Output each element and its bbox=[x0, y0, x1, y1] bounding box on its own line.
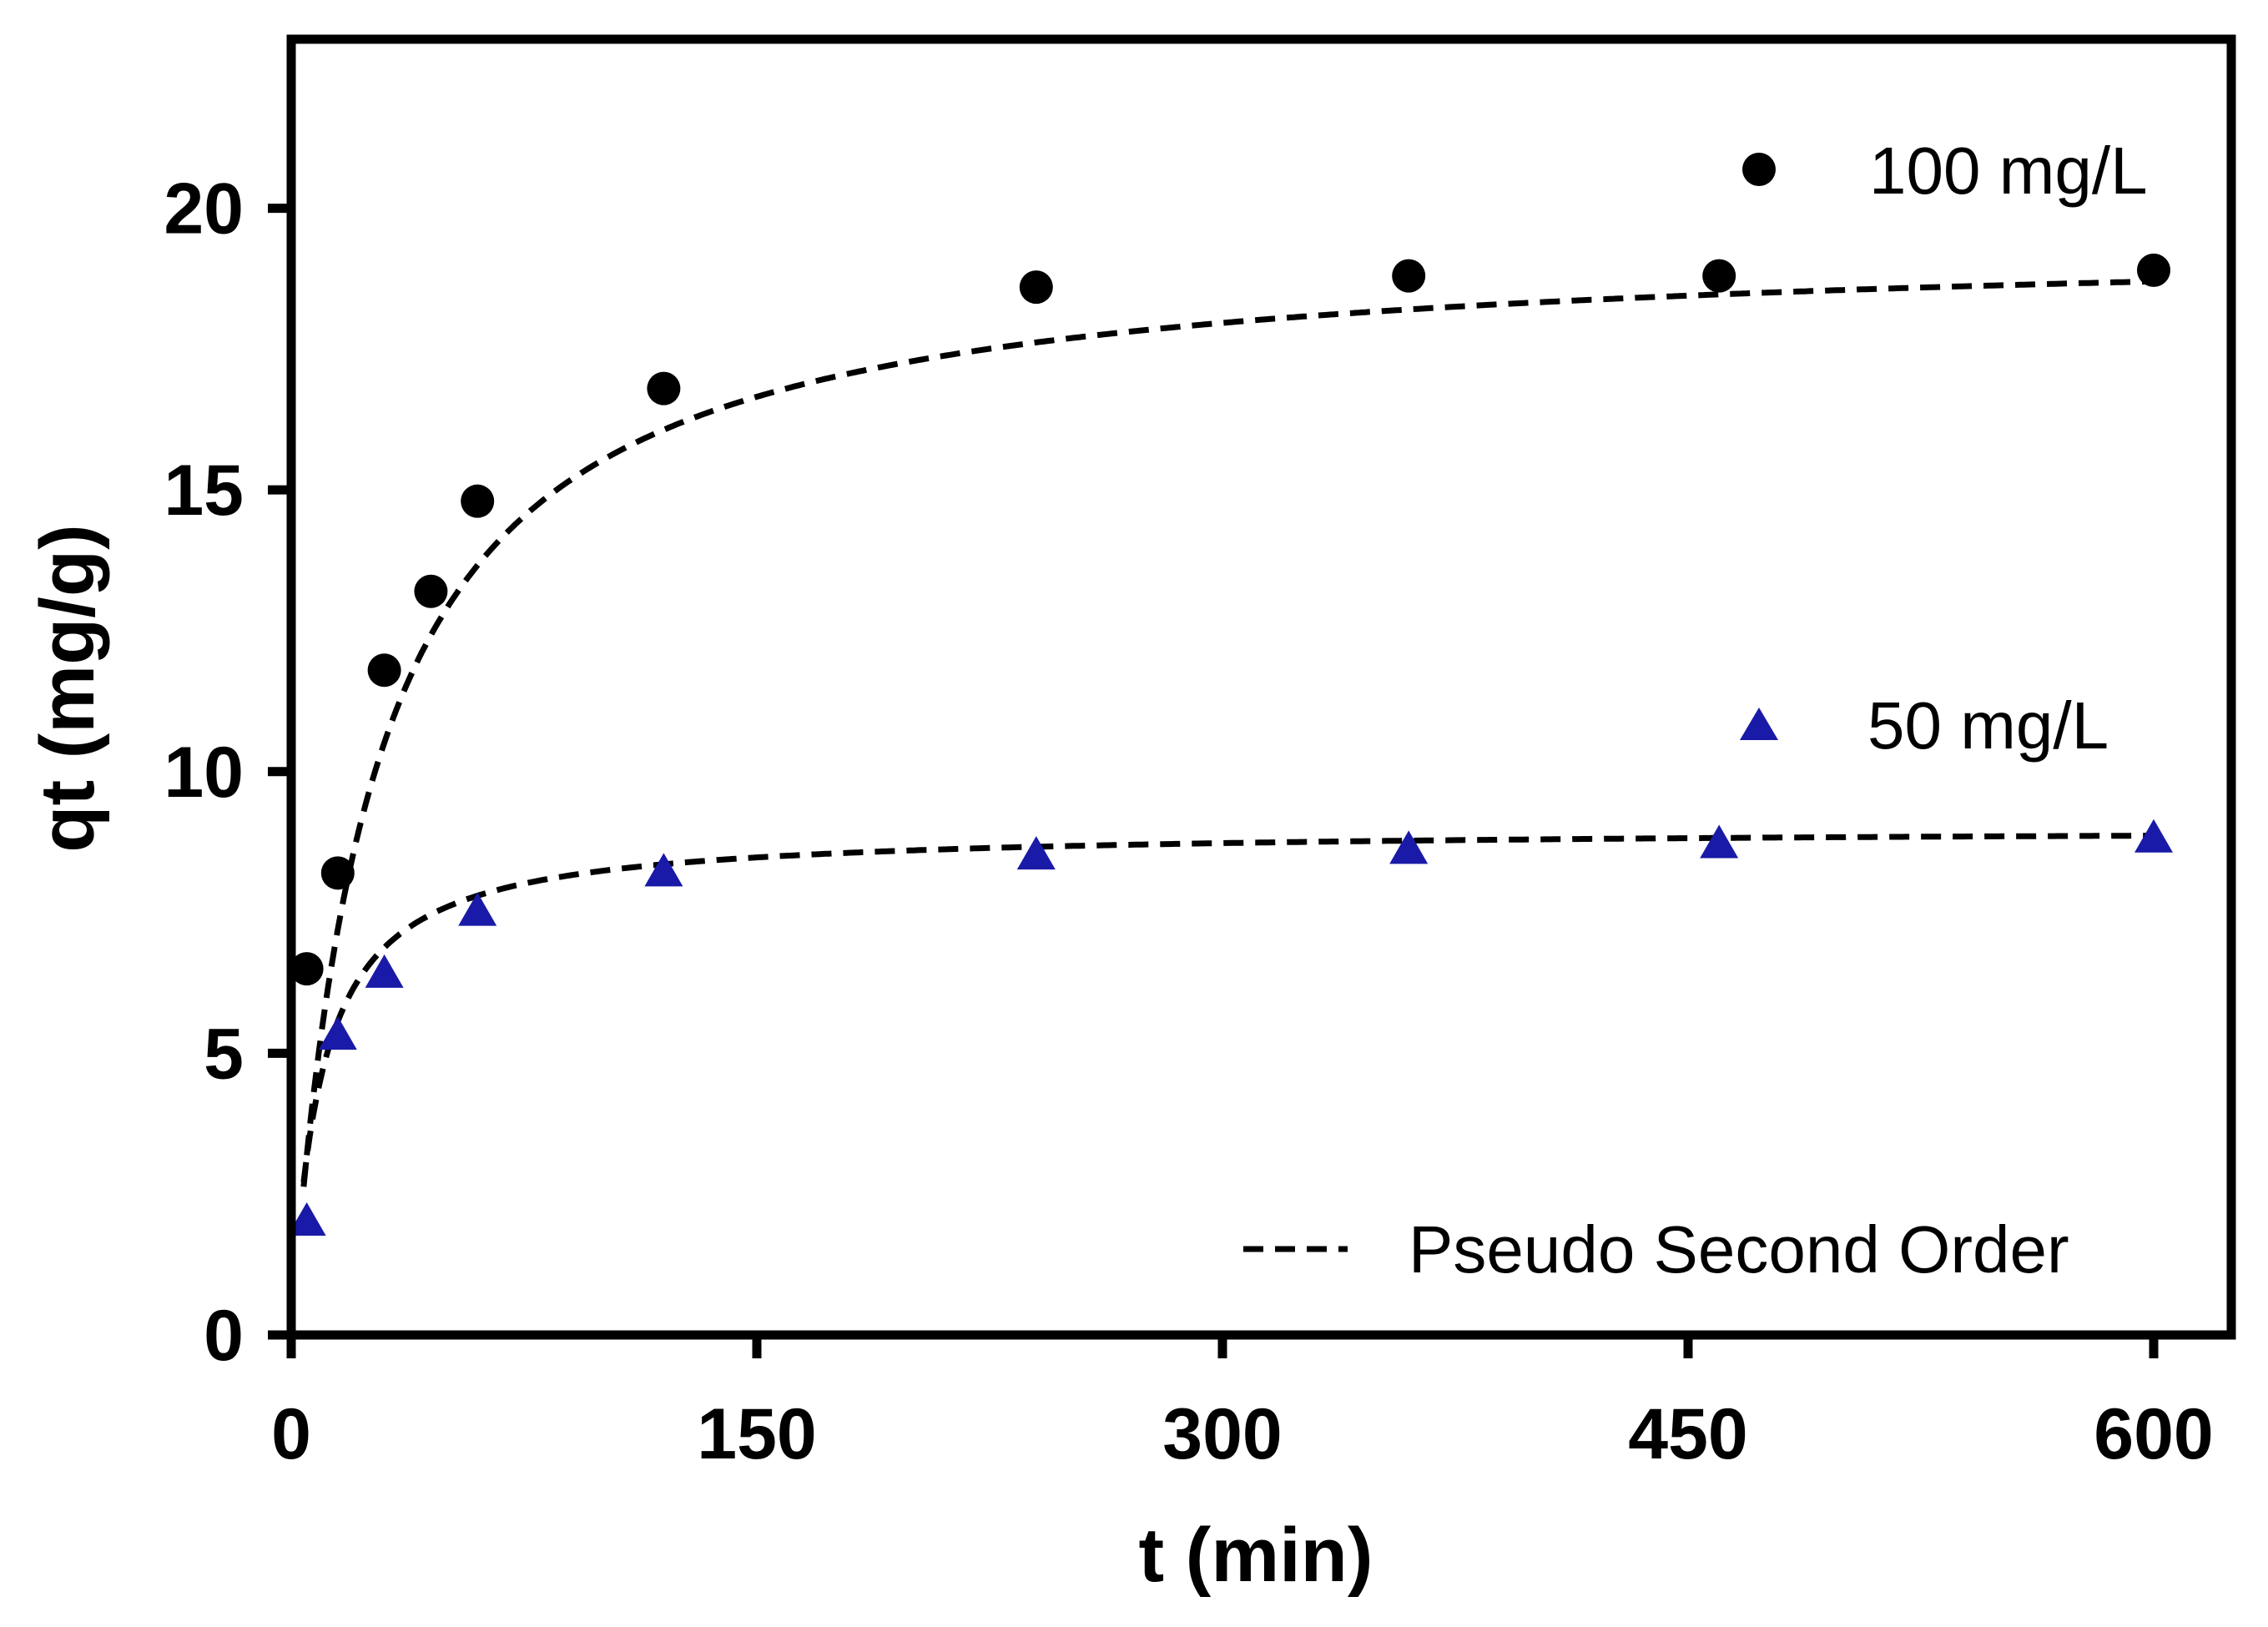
point-50mgL-15 bbox=[318, 1016, 357, 1050]
legend-label-fit: Pseudo Second Order bbox=[1409, 1212, 2069, 1287]
point-100mgL-5 bbox=[290, 952, 324, 986]
point-100mgL-120 bbox=[647, 371, 681, 405]
x-tick-label-600: 600 bbox=[2094, 1394, 2214, 1474]
x-tick-label-150: 150 bbox=[697, 1394, 817, 1474]
point-50mgL-360 bbox=[1389, 830, 1429, 864]
point-50mgL-240 bbox=[1016, 836, 1056, 870]
x-axis-title: t (min) bbox=[1138, 1513, 1373, 1598]
point-100mgL-60 bbox=[461, 484, 495, 518]
y-axis-title: qt (mg/g) bbox=[25, 524, 110, 852]
point-100mgL-240 bbox=[1019, 270, 1053, 305]
point-50mgL-60 bbox=[458, 892, 497, 926]
plot-frame bbox=[286, 34, 2236, 1340]
point-100mgL-45 bbox=[414, 574, 448, 608]
y-tick-label-0: 0 bbox=[204, 1296, 244, 1376]
fit-curve-50mgL bbox=[300, 833, 2155, 1183]
point-50mgL-120 bbox=[644, 853, 683, 887]
x-axis-ticks: 0 150 300 450 600 bbox=[271, 1335, 2214, 1474]
legend-label-100mgL: 100 mg/L bbox=[1869, 133, 2148, 208]
fit-curve-100mgL bbox=[300, 278, 2155, 1187]
point-50mgL-5 bbox=[287, 1201, 326, 1236]
legend-marker-50mgL bbox=[1740, 708, 1778, 740]
legend-marker-100mgL bbox=[1742, 153, 1776, 186]
data-markers bbox=[287, 253, 2173, 1236]
point-50mgL-460 bbox=[1700, 824, 1739, 859]
y-tick-label-20: 20 bbox=[164, 169, 244, 249]
point-100mgL-460 bbox=[1702, 259, 1736, 293]
x-tick-label-450: 450 bbox=[1628, 1394, 1748, 1474]
fit-curves bbox=[300, 278, 2155, 1187]
point-100mgL-360 bbox=[1392, 259, 1426, 293]
y-tick-label-5: 5 bbox=[204, 1014, 244, 1094]
point-100mgL-600 bbox=[2137, 253, 2170, 287]
x-tick-label-300: 300 bbox=[1162, 1394, 1283, 1474]
y-axis-ticks: 0 5 10 15 20 bbox=[164, 169, 291, 1376]
point-100mgL-15 bbox=[320, 856, 355, 890]
y-tick-label-10: 10 bbox=[164, 733, 244, 813]
legend-label-50mgL: 50 mg/L bbox=[1867, 688, 2109, 763]
y-tick-label-15: 15 bbox=[164, 451, 244, 531]
point-100mgL-30 bbox=[367, 653, 401, 688]
point-50mgL-30 bbox=[365, 954, 404, 988]
legend: 100 mg/L 50 mg/L Pseudo Second Order bbox=[1243, 133, 2148, 1287]
x-tick-label-0: 0 bbox=[271, 1394, 311, 1474]
point-50mgL-600 bbox=[2134, 819, 2173, 853]
